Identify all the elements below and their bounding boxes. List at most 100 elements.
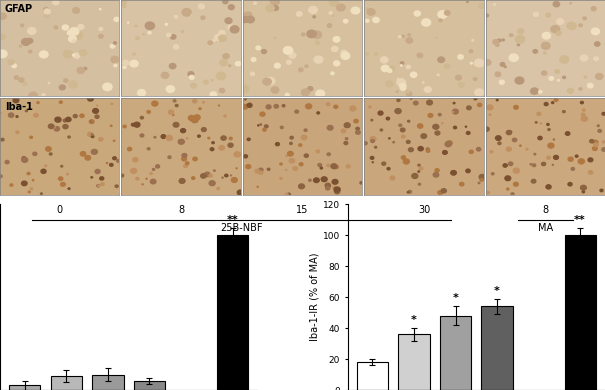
Circle shape — [224, 174, 228, 177]
Text: **: ** — [227, 215, 238, 225]
Circle shape — [132, 53, 136, 55]
Circle shape — [517, 44, 520, 46]
Circle shape — [246, 16, 254, 23]
Circle shape — [182, 154, 187, 158]
Circle shape — [285, 93, 289, 97]
Circle shape — [123, 125, 126, 128]
Circle shape — [498, 142, 501, 145]
Text: GFAP: GFAP — [5, 4, 33, 14]
Circle shape — [535, 122, 537, 123]
Circle shape — [344, 123, 350, 128]
Circle shape — [274, 63, 280, 68]
Circle shape — [130, 60, 138, 67]
Circle shape — [103, 83, 112, 90]
Circle shape — [48, 124, 54, 129]
Circle shape — [110, 163, 113, 166]
Circle shape — [166, 33, 171, 37]
Circle shape — [289, 159, 295, 163]
Circle shape — [557, 19, 564, 24]
Circle shape — [84, 67, 87, 70]
Circle shape — [374, 146, 377, 148]
Circle shape — [301, 33, 305, 36]
Circle shape — [120, 0, 126, 5]
Circle shape — [234, 152, 240, 157]
Circle shape — [189, 13, 191, 15]
Circle shape — [123, 5, 126, 7]
Circle shape — [309, 179, 311, 181]
Circle shape — [258, 125, 259, 126]
Circle shape — [439, 19, 442, 21]
Circle shape — [373, 17, 379, 23]
Circle shape — [131, 168, 137, 173]
Circle shape — [408, 34, 410, 36]
Circle shape — [111, 56, 119, 63]
Circle shape — [593, 140, 598, 144]
Circle shape — [533, 50, 537, 53]
Circle shape — [0, 113, 1, 114]
Circle shape — [209, 174, 212, 177]
Circle shape — [90, 120, 94, 124]
Circle shape — [263, 78, 271, 85]
Circle shape — [147, 148, 150, 150]
Circle shape — [274, 105, 278, 108]
Circle shape — [91, 135, 94, 138]
Circle shape — [399, 35, 401, 38]
Circle shape — [99, 9, 101, 10]
Circle shape — [320, 167, 322, 169]
Text: *: * — [411, 315, 417, 325]
Circle shape — [511, 193, 514, 195]
Circle shape — [280, 163, 282, 165]
Circle shape — [34, 113, 38, 117]
Circle shape — [563, 111, 565, 113]
Circle shape — [286, 193, 288, 195]
Circle shape — [554, 139, 555, 140]
Circle shape — [332, 179, 338, 184]
Circle shape — [466, 169, 470, 173]
Circle shape — [220, 40, 221, 41]
Circle shape — [602, 112, 605, 115]
Circle shape — [113, 140, 115, 141]
Circle shape — [327, 153, 330, 156]
Circle shape — [571, 168, 575, 170]
Circle shape — [568, 157, 573, 161]
Circle shape — [123, 66, 126, 69]
Circle shape — [168, 156, 171, 158]
Circle shape — [401, 128, 405, 132]
Circle shape — [329, 12, 332, 14]
Bar — [357, 362, 388, 390]
Circle shape — [433, 173, 439, 177]
Circle shape — [435, 131, 440, 135]
Circle shape — [526, 148, 528, 150]
Circle shape — [220, 60, 227, 66]
Circle shape — [548, 143, 554, 148]
Circle shape — [580, 55, 587, 61]
Circle shape — [148, 32, 151, 34]
Circle shape — [210, 148, 214, 151]
Circle shape — [128, 147, 132, 151]
Circle shape — [97, 184, 100, 187]
Circle shape — [152, 168, 155, 170]
Circle shape — [113, 42, 116, 44]
Circle shape — [146, 178, 147, 179]
Circle shape — [188, 72, 194, 76]
Circle shape — [244, 99, 246, 100]
Circle shape — [8, 5, 16, 11]
Circle shape — [152, 101, 158, 106]
Circle shape — [591, 7, 596, 11]
Circle shape — [583, 17, 586, 20]
Circle shape — [477, 103, 482, 106]
Circle shape — [374, 53, 378, 55]
Circle shape — [508, 162, 513, 165]
Circle shape — [180, 182, 182, 183]
Circle shape — [29, 92, 37, 99]
Circle shape — [125, 61, 127, 63]
Circle shape — [85, 156, 91, 160]
Circle shape — [132, 158, 138, 162]
Circle shape — [266, 77, 275, 85]
Circle shape — [88, 96, 93, 101]
Circle shape — [5, 161, 9, 164]
Circle shape — [33, 152, 37, 156]
Circle shape — [459, 83, 464, 87]
Circle shape — [331, 72, 334, 75]
Circle shape — [540, 123, 541, 124]
